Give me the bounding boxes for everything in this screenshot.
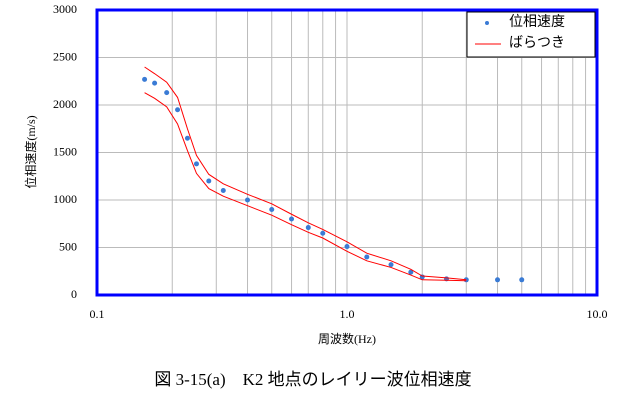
band-line — [144, 66, 467, 281]
y-tick-label: 1000 — [53, 192, 77, 206]
point — [152, 80, 158, 86]
point — [305, 225, 311, 231]
point — [495, 277, 501, 283]
plot-frame — [95, 8, 599, 297]
point — [289, 216, 295, 222]
point — [320, 230, 326, 236]
point — [184, 135, 190, 141]
y-tick-label: 2500 — [53, 49, 77, 63]
x-tick-label: 1.0 — [340, 307, 355, 321]
point — [364, 254, 370, 260]
x-axis-label: 周波数(Hz) — [318, 331, 376, 346]
point — [408, 269, 414, 275]
point — [206, 178, 212, 184]
y-tick-label: 0 — [71, 287, 77, 301]
x-tick-label: 10.0 — [587, 307, 608, 321]
y-tick-label: 2000 — [53, 97, 77, 111]
y-axis-label: 位相速度(m/s) — [23, 115, 38, 188]
y-tick-label: 3000 — [53, 2, 77, 16]
legend-marker — [485, 21, 489, 25]
point — [519, 277, 525, 283]
point — [193, 161, 199, 167]
point — [220, 188, 226, 193]
point — [269, 207, 275, 212]
x-tick-label: 0.1 — [90, 307, 105, 321]
y-tick-label: 500 — [59, 239, 77, 253]
legend-label: ばらつき — [509, 35, 565, 51]
point — [245, 197, 251, 203]
legend-box — [466, 11, 596, 58]
point — [388, 262, 394, 268]
point — [344, 244, 350, 250]
legend-label: 位相速度 — [509, 14, 565, 30]
point — [164, 90, 170, 96]
caption: 図 3-15(a) K2 地点のレイリー波位相速度 — [154, 370, 471, 389]
y-tick-label: 1500 — [53, 144, 77, 158]
band-line — [144, 92, 467, 282]
point — [175, 107, 181, 113]
point — [142, 76, 148, 82]
